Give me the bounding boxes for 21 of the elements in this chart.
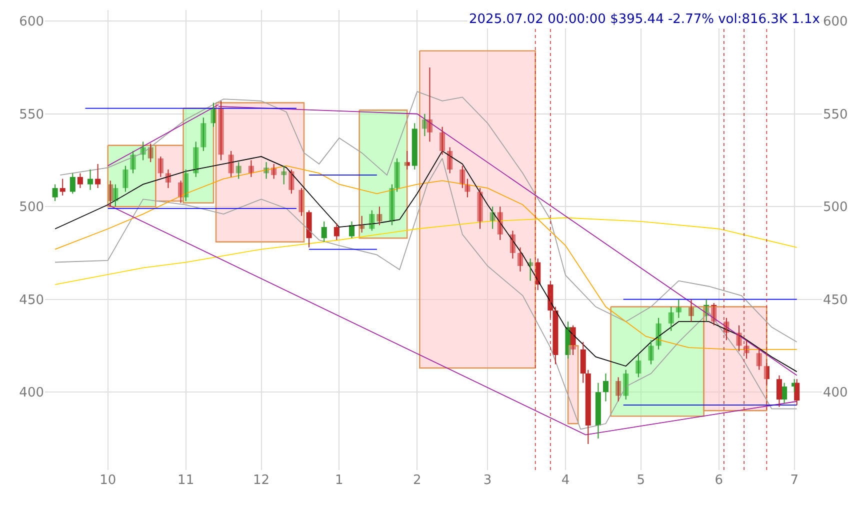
x-tick-label: 1: [335, 473, 344, 488]
x-tick-label: 5: [636, 473, 646, 488]
y2-tick-label: 500: [823, 200, 848, 216]
x-tick-label: 11: [178, 473, 194, 488]
y2-tick-label: 550: [823, 107, 848, 122]
chart-title: 2025.07.02 00:00:00 $395.44 -2.77% vol:816.3K 1.1x: [469, 12, 820, 27]
y2-tick-label: 400: [823, 386, 848, 401]
y-tick-label: 400: [19, 386, 44, 401]
x-tick-label: 6: [714, 473, 724, 488]
y-tick-label: 500: [19, 200, 44, 216]
y-tick-label: 600: [19, 14, 44, 30]
x-tick-label: 3: [483, 473, 492, 488]
y2-tick-label: 600: [823, 14, 848, 30]
y2-tick-label: 450: [823, 292, 848, 308]
y-tick-label: 550: [19, 107, 44, 122]
y-tick-label: 450: [19, 292, 44, 308]
x-tick-label: 2: [413, 473, 422, 488]
x-tick-label: 10: [100, 473, 116, 488]
x-tick-label: 12: [252, 473, 270, 488]
x-tick-label: 7: [790, 473, 798, 488]
x-tick-label: 4: [561, 473, 570, 488]
